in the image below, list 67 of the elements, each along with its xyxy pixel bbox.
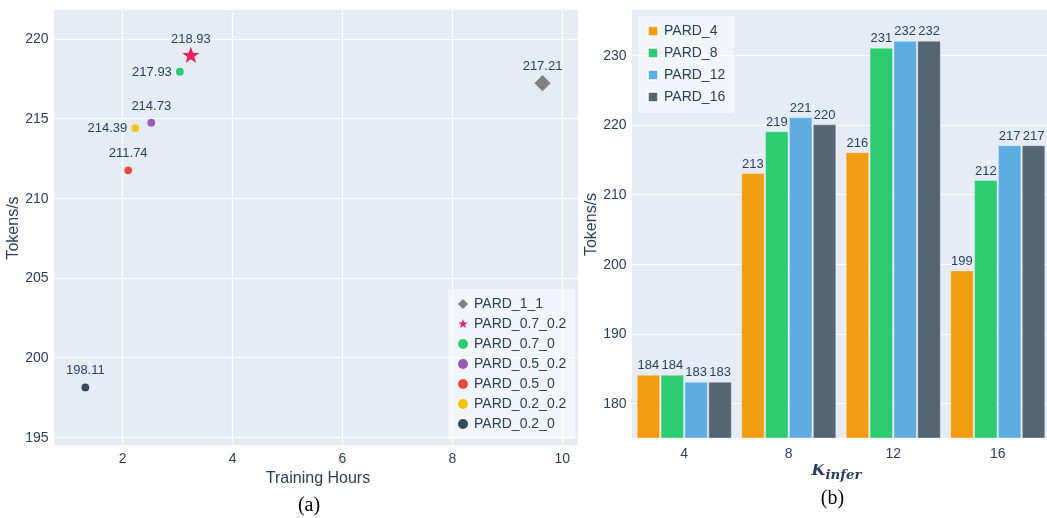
y-tick-label: 200: [603, 255, 627, 272]
y-tick-label: 210: [603, 185, 627, 202]
data-label: 214.39: [87, 120, 128, 136]
data-label: 218.93: [170, 30, 211, 46]
data-label: 184: [661, 357, 684, 373]
data-label: 183: [709, 364, 731, 380]
x-tick-label: 4: [228, 449, 237, 466]
data-label: 216: [846, 134, 869, 150]
data-label: 211.74: [108, 145, 148, 161]
y-tick-label: 215: [25, 109, 49, 126]
point: [124, 166, 133, 175]
data-label: 219: [765, 113, 788, 129]
point: [147, 118, 156, 127]
data-label: 183: [685, 364, 708, 380]
point: [81, 383, 90, 392]
legend-label: PARD_0.5_0: [474, 375, 555, 391]
point: [175, 67, 184, 76]
data-label: 217.21: [522, 58, 563, 74]
legend-label: PARD_0.2_0.2: [474, 395, 567, 411]
x-tick-label: 2: [118, 449, 127, 466]
y-tick-label: 190: [603, 325, 627, 342]
data-label: 217: [1022, 127, 1045, 143]
y-tick-label: 195: [25, 428, 49, 445]
y-tick-label: 220: [25, 30, 49, 47]
legend-label: PARD_0.5_0.2: [474, 355, 567, 371]
data-label: 232: [894, 23, 917, 39]
data-label: 199: [951, 252, 973, 268]
x-tick-label: 12: [885, 444, 902, 461]
y-tick-label: 180: [603, 394, 627, 411]
legend-label: PARD_0.2_0: [474, 415, 555, 431]
y-axis-title: Tokens/s: [4, 196, 22, 260]
x-tick-label: 16: [989, 444, 1006, 461]
y-tick-label: 220: [603, 116, 627, 133]
y-tick-label: 205: [25, 269, 49, 286]
y-tick-label: 210: [25, 189, 49, 206]
legend-label: PARD_16: [664, 88, 726, 104]
x-tick-label: 6: [338, 449, 347, 466]
legend-label: PARD_8: [664, 44, 718, 60]
y-tick-label: 200: [25, 348, 49, 365]
text: (b): [819, 486, 846, 510]
x-tick-label: 10: [554, 449, 571, 466]
x-axis-title: Training Hours: [265, 468, 371, 486]
legend-label: PARD_0.7_0.2: [474, 315, 567, 331]
data-label: 217.93: [132, 63, 172, 79]
data-label: 184: [637, 357, 660, 373]
data-label: 214.73: [131, 97, 172, 113]
legend-label: PARD_4: [664, 22, 718, 38]
point: [131, 124, 140, 132]
legend-label: PARD_1_1: [474, 295, 544, 311]
data-label: 212: [974, 162, 997, 178]
data-label: 198.11: [65, 362, 105, 378]
y-axis-title: Tokens/s: [582, 192, 600, 257]
point: [534, 75, 551, 92]
data-label: 220: [813, 106, 836, 122]
x-tick-label: 4: [680, 444, 689, 461]
legend-label: PARD_0.7_0: [474, 335, 555, 351]
text: (a): [296, 493, 322, 516]
legend-label: PARD_12: [664, 66, 726, 82]
y-tick-label: 230: [603, 46, 627, 63]
data-label: 221: [789, 99, 812, 115]
data-label: 232: [918, 23, 940, 39]
point: [182, 46, 200, 64]
data-label: 217: [998, 127, 1021, 143]
x-tick-label: 8: [448, 449, 457, 466]
x-tick-label: 8: [784, 444, 793, 461]
data-label: 213: [742, 155, 764, 171]
data-label: 231: [870, 30, 893, 46]
